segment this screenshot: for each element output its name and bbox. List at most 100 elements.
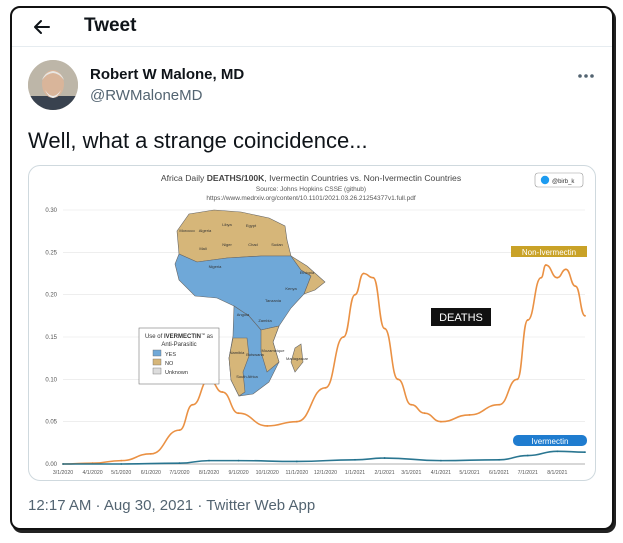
data-point: [191, 403, 194, 406]
twitter-credit: @birb_k: [534, 172, 584, 188]
svg-text:Ivermectin: Ivermectin: [532, 437, 569, 446]
x-axis: 3/1/2020 4/1/2020 5/1/2020 6/1/2020 7/1/2020…: [53, 470, 568, 476]
data-point: [397, 378, 399, 381]
data-point: [516, 378, 519, 381]
data-point: [120, 463, 123, 465]
tweet-text: Well, what a strange coincidence...: [28, 128, 368, 153]
map-country-label: Niger: [222, 242, 232, 247]
data-point: [383, 327, 386, 330]
data-point: [440, 459, 442, 462]
data-point: [120, 459, 123, 462]
twitter-bird-icon: [540, 175, 550, 185]
y-tick-label: 0.30: [45, 208, 57, 214]
data-point: [372, 276, 375, 279]
data-point: [584, 314, 586, 317]
x-tick-label: 3/1/2021: [401, 470, 421, 476]
data-point: [324, 386, 327, 389]
tweet-date[interactable]: Aug 30, 2021: [103, 497, 194, 514]
data-point: [354, 293, 356, 296]
x-tick-label: 2/1/2021: [374, 470, 394, 476]
data-point: [237, 412, 240, 415]
data-point: [498, 403, 501, 406]
data-point: [354, 458, 356, 461]
x-tick-label: 10/1/2020: [256, 470, 279, 476]
map-country-label: Morocco: [179, 228, 195, 233]
deaths-chart: Africa Daily DEATHS/100K, Ivermectin Cou…: [45, 172, 587, 476]
tweet-source[interactable]: Twitter Web App: [206, 497, 316, 514]
back-button[interactable]: [28, 13, 56, 41]
non-ivermectin-label: Non-Ivermectin: [511, 246, 587, 257]
x-tick-label: 1/1/2021: [345, 470, 365, 476]
map-country-label: Namibia: [230, 350, 245, 355]
page-title: Tweet: [84, 15, 137, 36]
author-name[interactable]: Robert W Malone, MD: [90, 66, 245, 83]
author-handle[interactable]: @RWMaloneMD: [90, 87, 203, 104]
map-country-label: Algeria: [199, 228, 212, 233]
data-point: [149, 452, 152, 455]
x-tick-label: 12/1/2020: [314, 470, 337, 476]
tweet-time[interactable]: 12:17 AM: [28, 497, 92, 514]
y-tick-label: 0.00: [45, 462, 57, 468]
data-point: [526, 454, 529, 457]
arrow-left-icon: [34, 20, 50, 34]
data-point: [383, 457, 386, 459]
map-country-label: Libya: [222, 222, 232, 227]
map-country-label: Zambia: [258, 318, 272, 323]
credit-handle: @birb_k: [552, 179, 575, 185]
chart-subtitle-url: https://www.medrxiv.org/content/10.1101/…: [206, 195, 416, 202]
y-tick-label: 0.10: [45, 377, 57, 383]
data-point: [584, 451, 586, 454]
data-point: [423, 412, 426, 415]
avatar-image: [28, 60, 78, 110]
y-tick-label: 0.15: [45, 335, 57, 341]
data-point: [540, 276, 543, 279]
map-country-label: Mali: [199, 246, 206, 251]
africa-horn-region: [290, 255, 326, 295]
tweet-media-image[interactable]: Africa Daily DEATHS/100K, Ivermectin Cou…: [28, 165, 596, 481]
x-tick-label: 8/1/2020: [199, 470, 219, 476]
data-point: [208, 459, 210, 462]
map-legend: Use of IVERMECTIN™ as Anti-Parasitic YES…: [138, 327, 220, 385]
x-tick-label: 4/1/2021: [431, 470, 451, 476]
map-country-label: South Africa: [236, 374, 258, 379]
x-tick-label: 9/1/2020: [228, 470, 248, 476]
map-country-label: Mozambique: [262, 348, 286, 353]
tweet-card: Tweet Robert W Malone, MD @RWMaloneMD We…: [10, 6, 614, 530]
data-point: [342, 336, 345, 338]
map-country-label: Chad: [248, 242, 258, 247]
legend-title-line2: Anti-Parasitic: [161, 342, 196, 348]
data-point: [237, 459, 240, 462]
y-tick-label: 0.05: [45, 420, 57, 426]
data-point: [295, 460, 298, 463]
x-tick-label: 5/1/2020: [111, 470, 131, 476]
svg-text:DEATHS: DEATHS: [439, 312, 483, 324]
data-point: [440, 420, 442, 423]
deaths-annotation: DEATHS: [431, 308, 491, 326]
data-point: [362, 272, 365, 275]
x-tick-label: 5/1/2021: [459, 470, 479, 476]
africa-map: Egypt Libya Algeria Morocco Mali Niger Chad Sud…: [174, 209, 326, 397]
data-point: [565, 268, 567, 271]
data-point: [526, 319, 529, 321]
map-country-label: Angola: [237, 312, 250, 317]
ivermectin-label: Ivermectin: [513, 435, 587, 446]
chart-title: Africa Daily DEATHS/100K, Ivermectin Cou…: [161, 173, 461, 183]
data-point: [410, 403, 413, 406]
avatar[interactable]: [28, 60, 78, 110]
y-tick-label: 0.20: [45, 293, 57, 299]
africa-central-region: [174, 253, 312, 331]
tweet-header: Tweet: [12, 8, 612, 47]
data-point: [544, 264, 547, 266]
map-country-label: Ethiopia: [300, 270, 315, 275]
africa-southeast-region: [260, 325, 280, 373]
data-point: [221, 391, 224, 393]
data-point: [266, 425, 269, 427]
more-button[interactable]: [574, 66, 598, 86]
x-tick-label: 8/1/2021: [547, 470, 567, 476]
x-tick-label: 7/1/2020: [169, 470, 189, 476]
y-axis: 0.30 0.25 0.20 0.15 0.10 0.05 0.00: [45, 208, 57, 468]
x-tick-label: 4/1/2020: [82, 470, 102, 476]
africa-southwest-region: [228, 337, 250, 397]
map-country-label: Botswana: [246, 352, 264, 357]
data-point: [62, 463, 64, 465]
